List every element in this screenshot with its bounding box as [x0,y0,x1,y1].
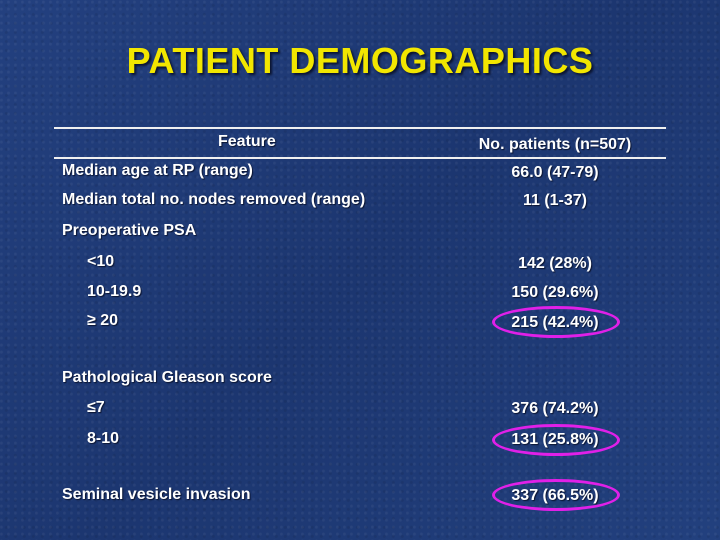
row-value-svi: 337 (66.5%) [511,487,599,504]
header-feature: Feature [218,133,276,150]
header-patients: No. patients (n=507) [478,136,632,153]
row-value-age: 66.0 (47-79) [511,164,599,181]
row-label-gleason-le7: ≤7 [87,399,105,416]
table-header-rule [54,157,666,159]
page-title: PATIENT DEMOGRAPHICS [126,40,594,81]
row-label-nodes: Median total no. nodes removed (range) [62,191,366,208]
row-value-psa-lt10: 142 (28%) [518,255,592,272]
highlight-oval-gleason-8-10 [492,424,620,456]
row-value-gleason-le7: 376 (74.2%) [511,400,599,417]
row-value-psa-ge20: 215 (42.4%) [511,314,599,331]
row-label-psa-ge20: ≥ 20 [87,312,119,329]
row-value-nodes: 11 (1-37) [522,192,588,209]
highlight-oval-psa-ge20 [492,306,620,338]
row-label-psa-10-19: 10-19.9 [87,283,142,300]
row-label-svi: Seminal vesicle invasion [62,486,251,503]
row-label-gleason-8-10: 8-10 [87,430,120,447]
section-label-gleason: Pathological Gleason score [62,369,272,386]
table-top-rule [54,127,666,129]
row-value-gleason-8-10: 131 (25.8%) [511,431,599,448]
row-label-psa-lt10: <10 [87,253,115,270]
section-label-psa: Preoperative PSA [62,222,197,239]
highlight-oval-svi [492,479,620,511]
row-label-age: Median age at RP (range) [62,162,253,179]
row-value-psa-10-19: 150 (29.6%) [511,284,599,301]
